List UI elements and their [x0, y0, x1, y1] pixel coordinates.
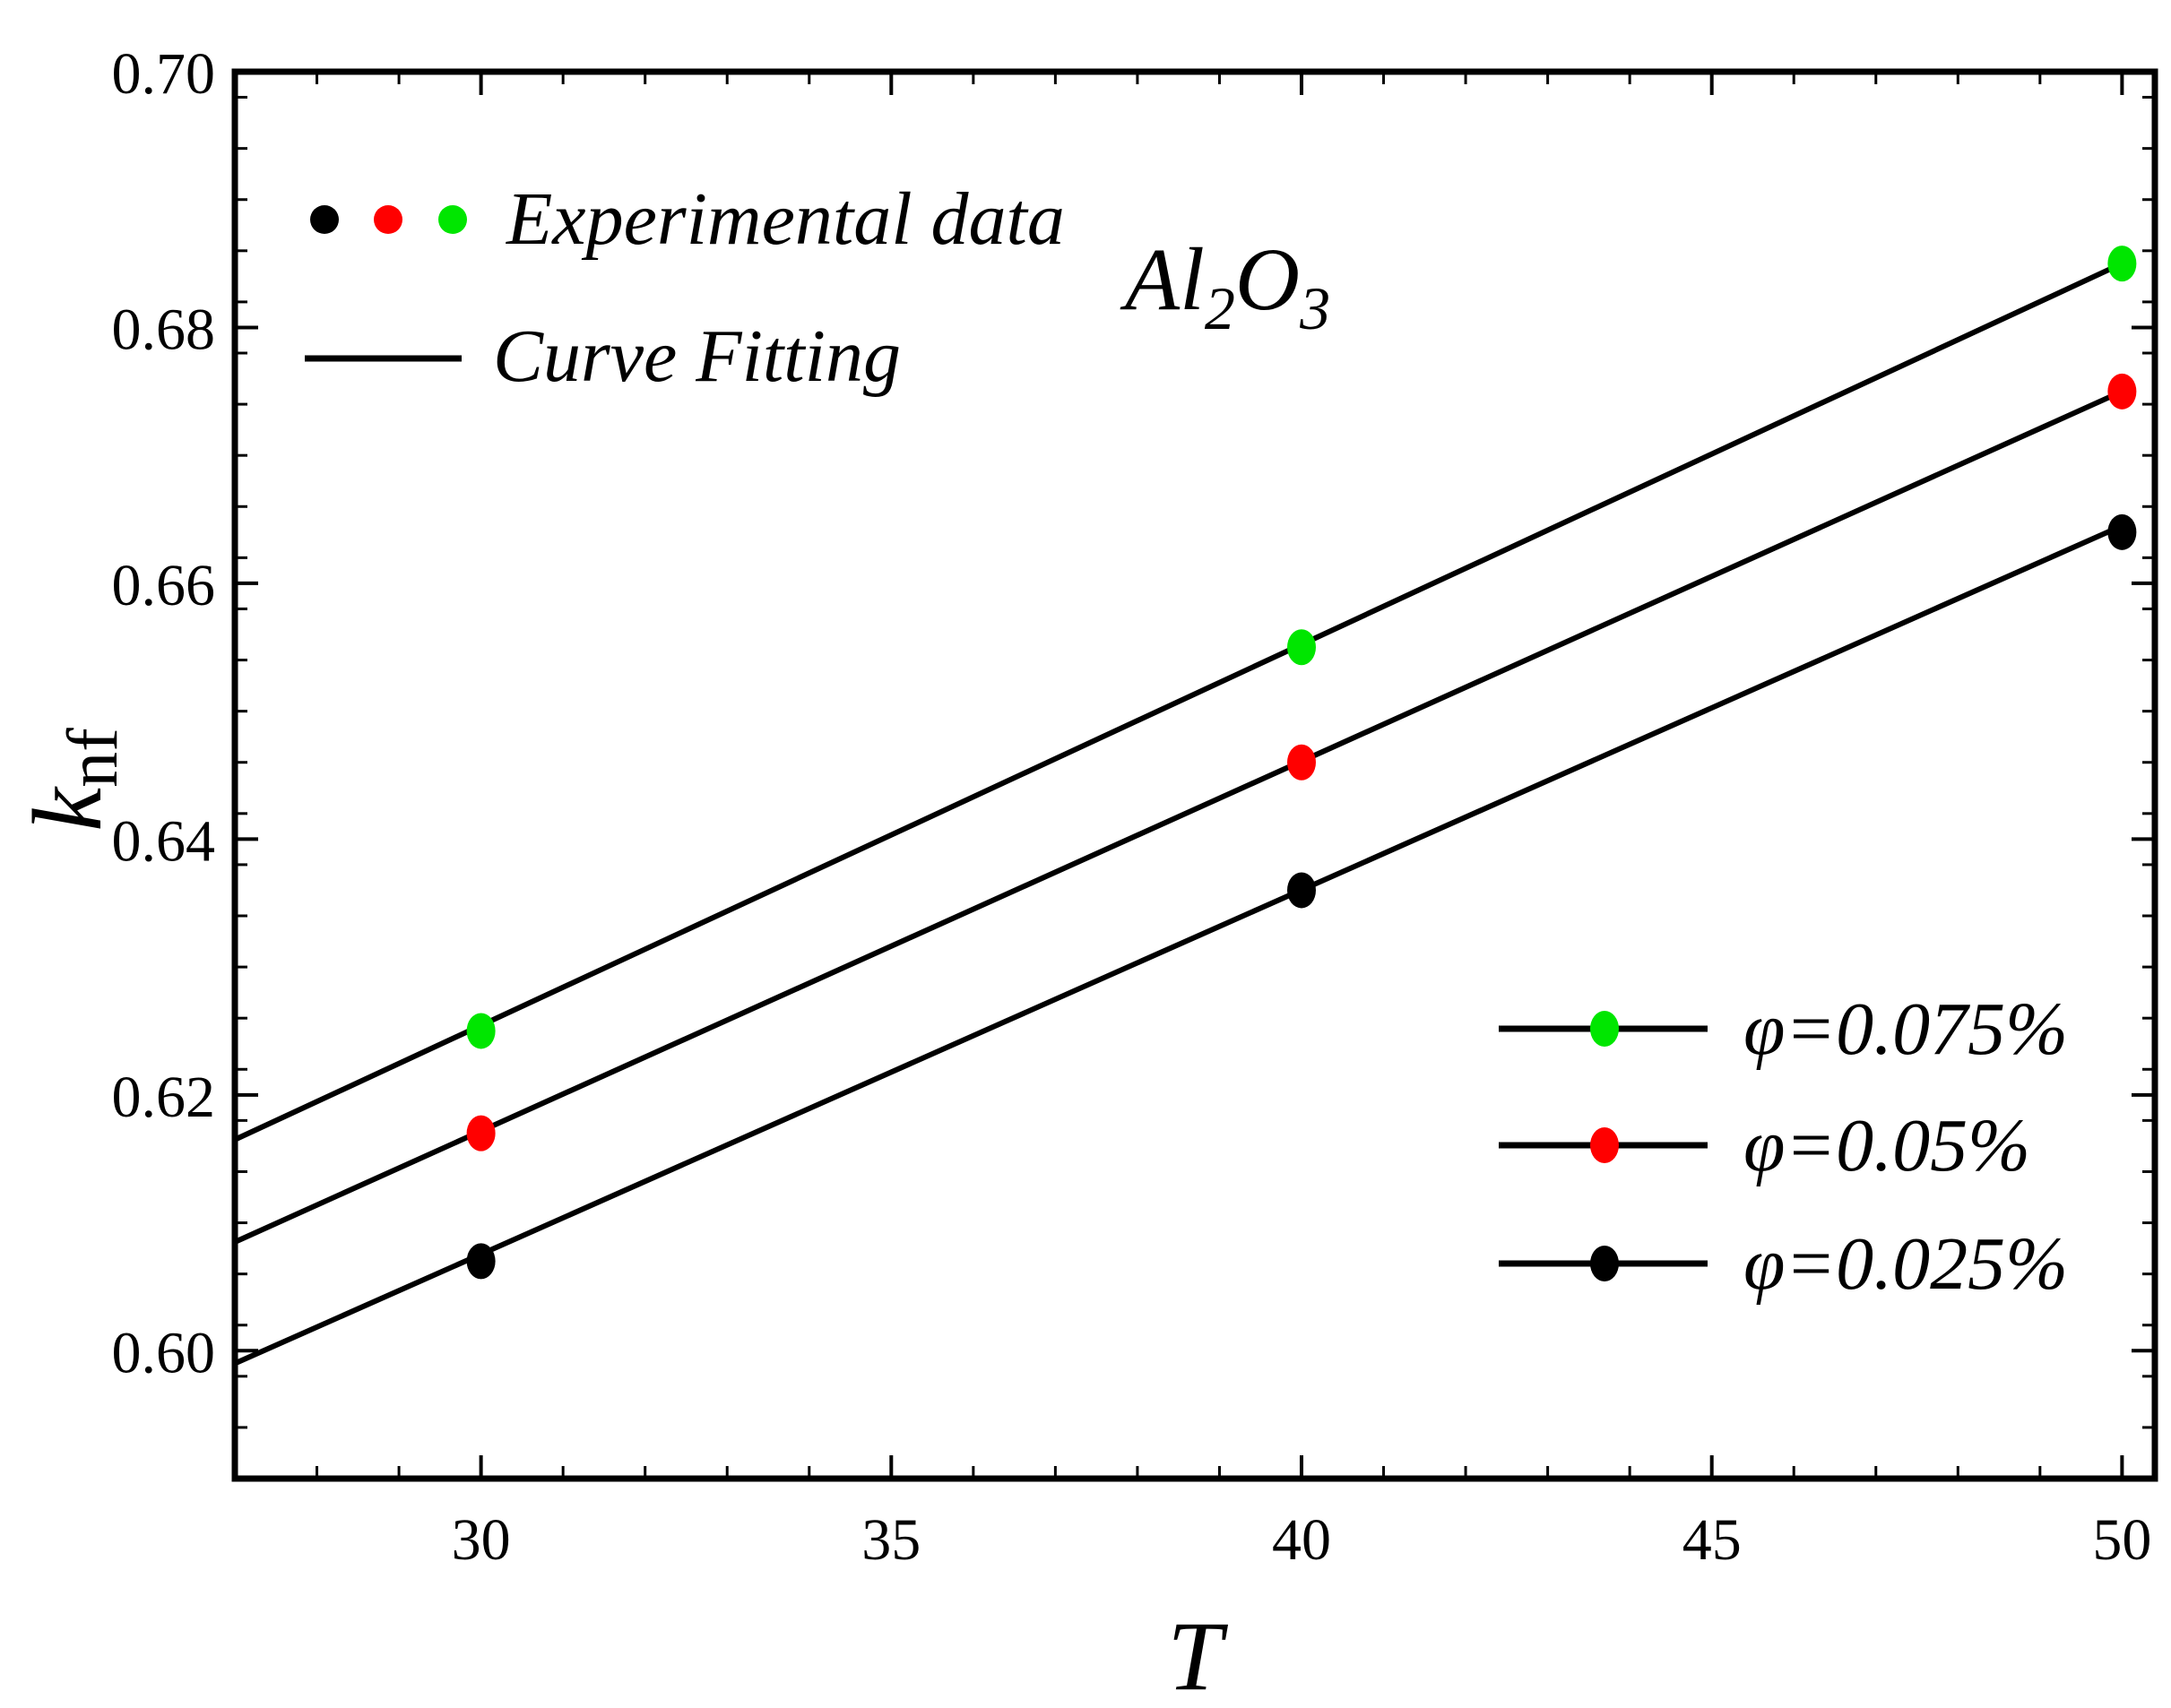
fit-lines	[233, 261, 2123, 1367]
svg-text:knf: knf	[13, 728, 133, 832]
annotation-sub-3: 3	[1299, 274, 1330, 342]
data-point-series-2	[466, 1243, 496, 1280]
y-tick-label: 0.64	[112, 808, 216, 874]
legend-marker-red	[374, 205, 402, 234]
fit-line-series-2	[233, 522, 2123, 1367]
legend-series-marker	[1590, 1011, 1619, 1047]
x-axis-title: T	[1167, 1601, 1228, 1708]
data-point-series-1	[1287, 744, 1316, 781]
y-tick-label: 0.70	[112, 41, 216, 107]
x-tick-label: 35	[861, 1507, 921, 1573]
legend-fit-label: Curve Fitting	[493, 315, 901, 398]
y-tick-label: 0.68	[112, 297, 216, 362]
data-point-series-0	[2107, 246, 2137, 282]
annotation-al: Al	[1120, 229, 1205, 329]
legend-series-label: φ=0.025%	[1743, 1222, 2068, 1306]
fit-line-series-0	[233, 261, 2123, 1143]
legend-top: Experimental data Curve Fitting	[305, 177, 1065, 398]
x-tick-label: 40	[1272, 1507, 1331, 1573]
x-tick-label: 45	[1682, 1507, 1742, 1573]
data-points	[466, 246, 2137, 1280]
annotation-sub-2: 2	[1205, 274, 1235, 342]
y-axis-title-main: k	[13, 786, 122, 832]
legend-series-label: φ=0.075%	[1743, 988, 2068, 1071]
data-point-series-2	[1287, 872, 1316, 909]
y-tick-label: 0.62	[112, 1065, 216, 1130]
legend-series-marker	[1590, 1127, 1619, 1163]
x-tick-label: 50	[2092, 1507, 2151, 1573]
annotation-o: O	[1235, 229, 1300, 329]
legend-marker-black	[310, 205, 339, 234]
material-annotation: Al2O3	[1120, 229, 1330, 342]
data-point-series-2	[2107, 513, 2137, 550]
plot-frame	[231, 68, 2158, 1482]
axis-ticks: 30 35 40 45 50 0.60 0.62 0.64 0.66 0.68 0.70	[112, 41, 2155, 1573]
y-axis-title: knf	[13, 728, 133, 832]
data-point-series-1	[466, 1115, 496, 1152]
legend-series-label: φ=0.05%	[1743, 1104, 2030, 1187]
legend-experimental-label: Experimental data	[506, 177, 1065, 261]
data-point-series-1	[2107, 373, 2137, 410]
y-tick-label: 0.60	[112, 1320, 216, 1385]
y-axis-title-subscript: nf	[54, 728, 133, 788]
x-tick-label: 30	[452, 1507, 511, 1573]
legend-series: φ=0.075% φ=0.05% φ=0.025%	[1499, 988, 2068, 1306]
legend-series-marker	[1590, 1246, 1619, 1281]
fit-line-series-1	[233, 389, 2123, 1245]
legend-marker-green	[438, 205, 467, 234]
data-point-series-0	[466, 1013, 496, 1049]
y-tick-label: 0.66	[112, 553, 216, 618]
data-point-series-0	[1287, 629, 1316, 666]
